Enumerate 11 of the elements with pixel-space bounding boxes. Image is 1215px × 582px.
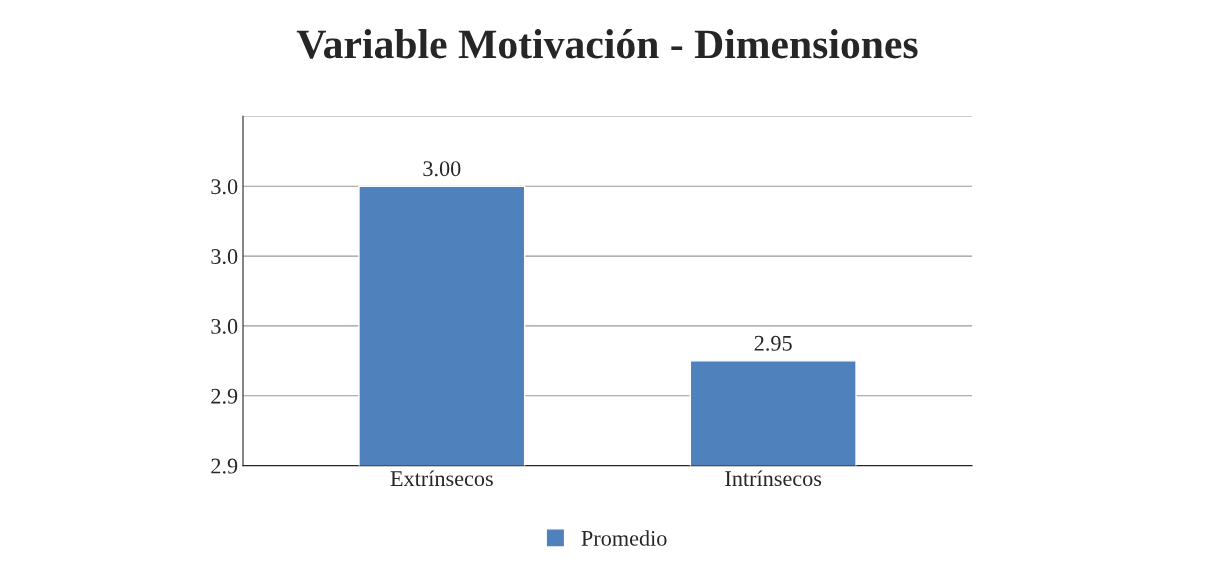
x-tick-label: Intrínsecos [725, 470, 822, 487]
x-tick-label: Extrínsecos [390, 470, 493, 487]
y-tick-label: 3.0 [211, 249, 238, 265]
y-tick-label: 3.0 [211, 318, 238, 334]
legend-label: Promedio [581, 530, 667, 546]
chart-title: Variable Motivación - Dimensiones [296, 29, 918, 59]
y-tick-label: 2.9 [211, 388, 238, 404]
y-tick-label: 2.9 [211, 458, 238, 474]
data-label: 2.95 [754, 335, 792, 351]
data-label: 3.00 [423, 161, 461, 177]
y-tick-label: 3.0 [211, 179, 238, 195]
